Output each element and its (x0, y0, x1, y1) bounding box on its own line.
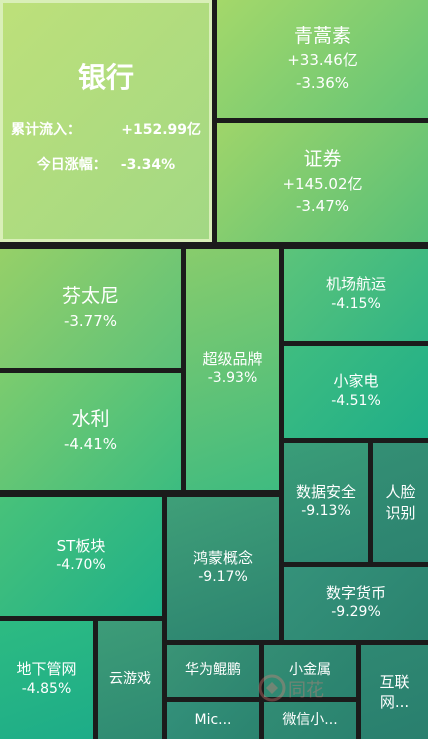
tile-change: -9.17% (198, 569, 248, 586)
tile-name: 青蒿素 (293, 24, 351, 47)
tile-change: -4.15% (331, 295, 381, 312)
tile-name: 水利 (71, 408, 110, 431)
tile-name: 超级品牌 (202, 349, 263, 368)
tile-renlian[interactable]: 人脸识别 (373, 443, 428, 562)
inflow-label: 累计流入： (11, 121, 81, 138)
tile-st[interactable]: ST板块 -4.70% (0, 497, 162, 616)
tile-name: 数字货币 (325, 583, 386, 602)
tile-name: 互联网... (379, 672, 410, 711)
tile-name: 芬太尼 (61, 285, 119, 308)
tile-xiaojinshu[interactable]: 小金属 (264, 645, 356, 697)
tile-name: 小金属 (289, 662, 331, 679)
tile-change: -3.47% (295, 197, 350, 216)
tile-shuju[interactable]: 数据安全 -9.13% (284, 443, 368, 562)
tile-name: ST板块 (56, 536, 106, 555)
tile-change: -4.85% (21, 680, 72, 697)
tile-hongmeng[interactable]: 鸿蒙概念 -9.17% (167, 497, 279, 640)
tile-name: 华为鲲鹏 (185, 662, 241, 679)
tile-name: 地下管网 (16, 660, 77, 679)
tile-change: -3.77% (63, 312, 118, 331)
tile-change: -9.13% (301, 503, 351, 520)
tile-flow: +33.46亿 (287, 51, 358, 70)
tile-bank-change-row: 今日涨幅： -3.34% (3, 148, 209, 183)
tile-huawei[interactable]: 华为鲲鹏 (167, 645, 259, 697)
tile-name: Mic... (194, 711, 232, 728)
tile-name: 鸿蒙概念 (192, 548, 253, 567)
tile-jichang[interactable]: 机场航运 -4.15% (284, 249, 428, 341)
tile-name: 云游戏 (109, 671, 151, 688)
tile-hulian[interactable]: 互联网... (361, 645, 428, 739)
tile-name: 证券 (303, 148, 342, 171)
tile-qinghaosu[interactable]: 青蒿素 +33.46亿 -3.36% (217, 0, 428, 118)
change-value: -3.34% (120, 156, 176, 173)
tile-shuzi[interactable]: 数字货币 -9.29% (284, 567, 428, 640)
tile-shuili[interactable]: 水利 -4.41% (0, 373, 181, 490)
tile-bank-name: 银行 (77, 61, 134, 95)
tile-flow: +145.02亿 (282, 174, 363, 193)
tile-dixia[interactable]: 地下管网 -4.85% (0, 621, 93, 739)
tile-change: -4.51% (331, 392, 381, 409)
tile-name: 人脸识别 (385, 483, 416, 522)
tile-bank-inflow-row: 累计流入： +152.99亿 (3, 113, 209, 148)
tile-change: -4.41% (63, 435, 118, 454)
tile-weixin[interactable]: 微信小... (264, 702, 356, 739)
tile-change: -4.70% (56, 557, 106, 574)
tile-xiaojiadian[interactable]: 小家电 -4.51% (284, 346, 428, 438)
tile-change: -3.36% (295, 73, 350, 92)
tile-name: 小家电 (333, 372, 379, 391)
tile-bank[interactable]: 银行 累计流入： +152.99亿 今日涨幅： -3.34% (0, 0, 212, 242)
tile-mic[interactable]: Mic... (167, 702, 259, 739)
tile-chaoji[interactable]: 超级品牌 -3.93% (186, 249, 279, 490)
tile-change: -9.29% (331, 604, 381, 621)
tile-zhengquan[interactable]: 证券 +145.02亿 -3.47% (217, 123, 428, 242)
change-label: 今日涨幅： (36, 156, 107, 173)
tile-change: -3.93% (207, 370, 258, 387)
tile-fentanyl[interactable]: 芬太尼 -3.77% (0, 249, 181, 368)
tile-name: 微信小... (282, 711, 338, 728)
inflow-value: +152.99亿 (121, 121, 201, 138)
tile-name: 机场航运 (325, 275, 386, 294)
tile-yunyouxi[interactable]: 云游戏 (98, 621, 162, 739)
tile-name: 数据安全 (295, 482, 356, 501)
